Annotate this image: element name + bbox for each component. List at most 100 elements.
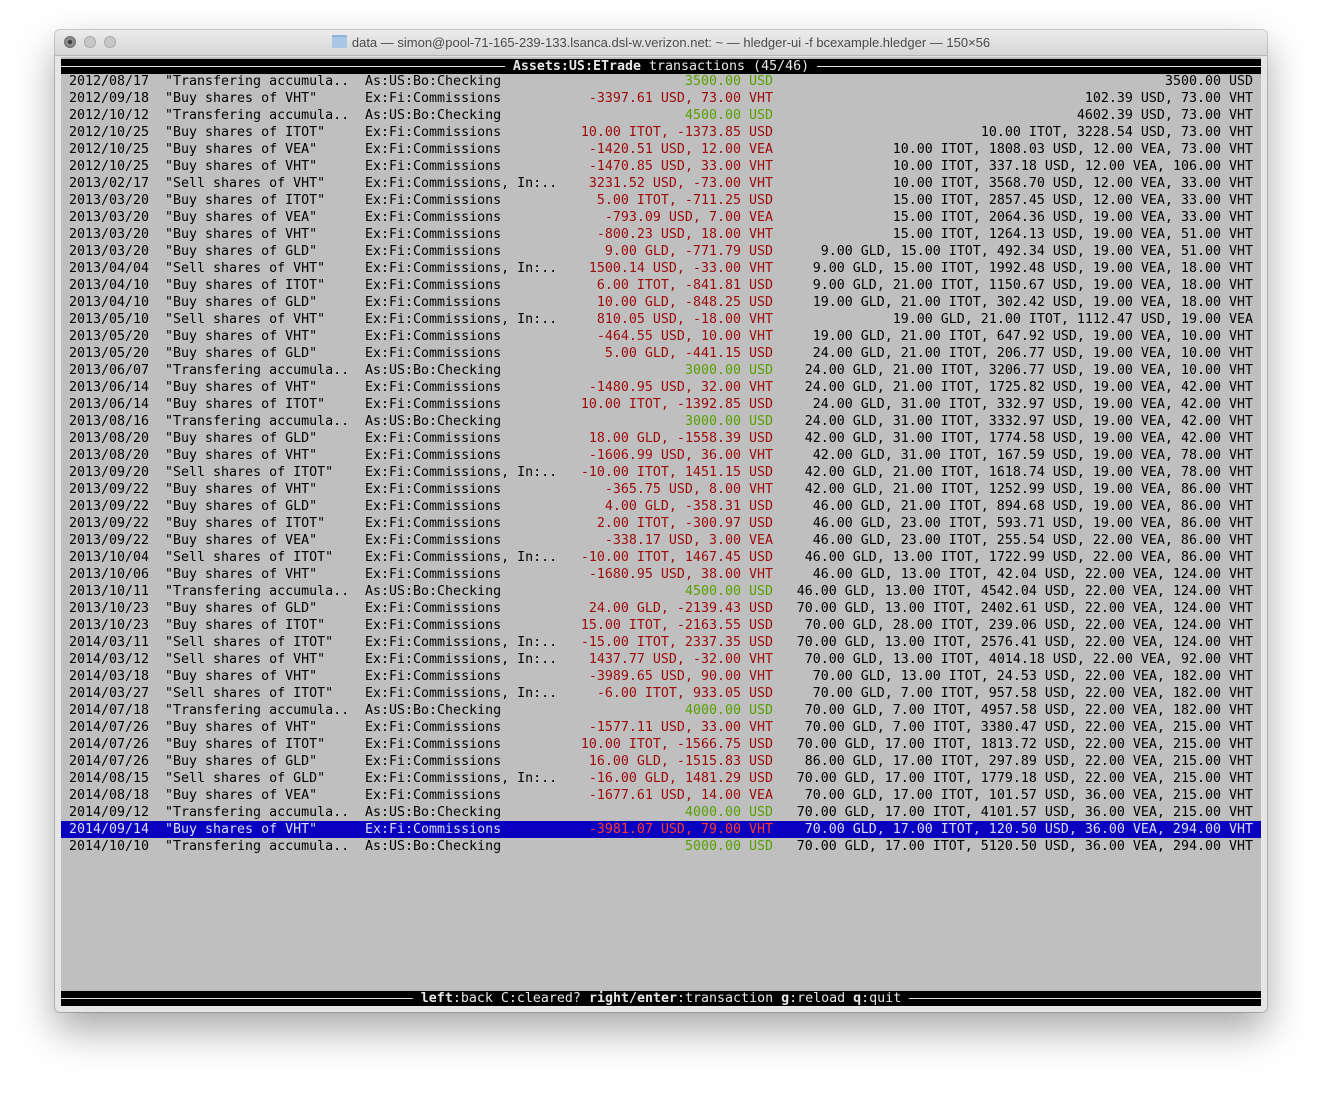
other-account: Ex:Fi:Commissions xyxy=(365,618,502,633)
transaction-row[interactable]: 2014/07/18 "Transfering accumula.. As:US:B… xyxy=(61,702,1261,719)
transaction-row[interactable]: 2014/03/11 "Sell shares of ITOT" Ex:Fi:Com… xyxy=(61,634,1261,651)
transaction-description: "Buy shares of VHT" xyxy=(165,448,318,463)
transaction-row[interactable]: 2014/07/26 "Buy shares of GLD" Ex:Fi:Commi… xyxy=(61,753,1261,770)
transaction-row[interactable]: 2013/08/20 "Buy shares of VHT" Ex:Fi:Commi… xyxy=(61,447,1261,464)
close-button[interactable] xyxy=(64,36,76,48)
zoom-button[interactable] xyxy=(104,36,116,48)
shortcut-action: :back xyxy=(452,991,501,1006)
transaction-row[interactable]: 2013/04/10 "Buy shares of GLD" Ex:Fi:Commi… xyxy=(61,294,1261,311)
amount-change: -16.00 GLD, 1481.29 USD xyxy=(588,771,773,786)
transaction-row[interactable]: 2013/03/20 "Buy shares of VEA" Ex:Fi:Commi… xyxy=(61,209,1261,226)
running-balance: 42.00 GLD, 21.00 ITOT, 1618.74 USD, 19.0… xyxy=(804,465,1253,480)
transaction-row[interactable]: 2013/10/11 "Transfering accumula.. As:US:B… xyxy=(61,583,1261,600)
transaction-row[interactable]: 2014/09/12 "Transfering accumula.. As:US:B… xyxy=(61,804,1261,821)
transaction-row[interactable]: 2013/10/23 "Buy shares of ITOT" Ex:Fi:Comm… xyxy=(61,617,1261,634)
amount-change: 1437.77 USD, -32.00 VHT xyxy=(588,652,773,667)
other-account: Ex:Fi:Commissions xyxy=(365,448,502,463)
transaction-row[interactable]: 2013/03/20 "Buy shares of ITOT" Ex:Fi:Comm… xyxy=(61,192,1261,209)
amount-change: 15.00 ITOT, -2163.55 USD xyxy=(580,618,773,633)
terminal-screen[interactable]: Assets:US:ETrade transactions (45/46) 20… xyxy=(61,57,1261,1006)
transaction-row[interactable]: 2014/07/26 "Buy shares of VHT" Ex:Fi:Commi… xyxy=(61,719,1261,736)
transaction-row[interactable]: 2013/06/14 "Buy shares of ITOT" Ex:Fi:Comm… xyxy=(61,396,1261,413)
transaction-description: "Buy shares of ITOT" xyxy=(165,737,326,752)
transaction-row[interactable]: 2013/10/23 "Buy shares of GLD" Ex:Fi:Commi… xyxy=(61,600,1261,617)
other-account: Ex:Fi:Commissions xyxy=(365,159,502,174)
amount-change: 3500.00 USD xyxy=(684,74,773,89)
amount-change: 16.00 GLD, -1515.83 USD xyxy=(588,754,773,769)
amount-change: -1480.95 USD, 32.00 VHT xyxy=(588,380,773,395)
running-balance: 46.00 GLD, 13.00 ITOT, 4542.04 USD, 22.0… xyxy=(796,584,1253,599)
transaction-row[interactable]: 2013/10/06 "Buy shares of VHT" Ex:Fi:Commi… xyxy=(61,566,1261,583)
other-account: Ex:Fi:Commissions xyxy=(365,669,502,684)
window-title: data — simon@pool-71-165-239-133.lsanca.… xyxy=(351,35,991,50)
transaction-row[interactable]: 2012/10/25 "Buy shares of VHT" Ex:Fi:Commi… xyxy=(61,158,1261,175)
transaction-row[interactable]: 2013/05/10 "Sell shares of VHT" Ex:Fi:Comm… xyxy=(61,311,1261,328)
other-account: Ex:Fi:Commissions xyxy=(365,516,502,531)
transaction-date: 2013/05/10 xyxy=(69,312,150,327)
transaction-row[interactable]: 2013/09/22 "Buy shares of ITOT" Ex:Fi:Comm… xyxy=(61,515,1261,532)
transaction-row[interactable]: 2014/08/18 "Buy shares of VEA" Ex:Fi:Commi… xyxy=(61,787,1261,804)
transaction-row[interactable]: 2013/04/04 "Sell shares of VHT" Ex:Fi:Comm… xyxy=(61,260,1261,277)
transaction-row[interactable]: 2012/09/18 "Buy shares of VHT" Ex:Fi:Commi… xyxy=(61,90,1261,107)
transaction-row[interactable]: 2013/03/20 "Buy shares of GLD" Ex:Fi:Commi… xyxy=(61,243,1261,260)
transaction-row[interactable]: 2013/09/22 "Buy shares of VHT" Ex:Fi:Commi… xyxy=(61,481,1261,498)
transaction-row[interactable]: 2013/03/20 "Buy shares of VHT" Ex:Fi:Commi… xyxy=(61,226,1261,243)
transaction-row[interactable]: 2013/08/20 "Buy shares of GLD" Ex:Fi:Commi… xyxy=(61,430,1261,447)
transaction-date: 2013/10/04 xyxy=(69,550,150,565)
transaction-row[interactable]: 2014/03/18 "Buy shares of VHT" Ex:Fi:Commi… xyxy=(61,668,1261,685)
transaction-date: 2014/07/18 xyxy=(69,703,150,718)
running-balance: 19.00 GLD, 21.00 ITOT, 647.92 USD, 19.00… xyxy=(812,329,1253,344)
running-balance: 86.00 GLD, 17.00 ITOT, 297.89 USD, 22.00… xyxy=(804,754,1253,769)
transaction-description: "Sell shares of VHT" xyxy=(165,652,326,667)
transaction-row[interactable]: 2012/10/12 "Transfering accumula.. As:US:B… xyxy=(61,107,1261,124)
transaction-row[interactable]: 2013/06/07 "Transfering accumula.. As:US:B… xyxy=(61,362,1261,379)
amount-change: 18.00 GLD, -1558.39 USD xyxy=(588,431,773,446)
other-account: As:US:Bo:Checking xyxy=(365,805,502,820)
transaction-row[interactable]: 2014/03/12 "Sell shares of VHT" Ex:Fi:Comm… xyxy=(61,651,1261,668)
amount-change: -464.55 USD, 10.00 VHT xyxy=(596,329,773,344)
transaction-date: 2014/10/10 xyxy=(69,839,150,854)
transaction-list[interactable]: 2012/08/17 "Transfering accumula.. As:US:B… xyxy=(61,73,1261,855)
other-account: Ex:Fi:Commissions xyxy=(365,499,502,514)
transaction-row[interactable]: 2014/10/10 "Transfering accumula.. As:US:B… xyxy=(61,838,1261,855)
running-balance: 46.00 GLD, 13.00 ITOT, 1722.99 USD, 22.0… xyxy=(804,550,1253,565)
transaction-row[interactable]: 2014/08/15 "Sell shares of GLD" Ex:Fi:Comm… xyxy=(61,770,1261,787)
shortcut-action: :cleared? xyxy=(508,991,589,1006)
amount-change: -793.09 USD, 7.00 VEA xyxy=(604,210,773,225)
transaction-description: "Sell shares of GLD" xyxy=(165,771,326,786)
transaction-row[interactable]: 2012/10/25 "Buy shares of VEA" Ex:Fi:Commi… xyxy=(61,141,1261,158)
transaction-row[interactable]: 2013/04/10 "Buy shares of ITOT" Ex:Fi:Comm… xyxy=(61,277,1261,294)
transaction-description: "Buy shares of ITOT" xyxy=(165,516,326,531)
transaction-description: "Transfering accumula.. xyxy=(165,584,350,599)
transaction-description: "Sell shares of ITOT" xyxy=(165,635,334,650)
transaction-row[interactable]: 2013/09/20 "Sell shares of ITOT" Ex:Fi:Com… xyxy=(61,464,1261,481)
transaction-row[interactable]: 2013/06/14 "Buy shares of VHT" Ex:Fi:Commi… xyxy=(61,379,1261,396)
running-balance: 24.00 GLD, 31.00 ITOT, 3332.97 USD, 19.0… xyxy=(804,414,1253,429)
transaction-row[interactable]: 2013/05/20 "Buy shares of VHT" Ex:Fi:Commi… xyxy=(61,328,1261,345)
transaction-row[interactable]: 2014/07/26 "Buy shares of ITOT" Ex:Fi:Comm… xyxy=(61,736,1261,753)
minimize-button[interactable] xyxy=(84,36,96,48)
footer-bar: left:back C:cleared? right/enter:transac… xyxy=(61,991,1261,1006)
other-account: As:US:Bo:Checking xyxy=(365,363,502,378)
transaction-date: 2012/10/12 xyxy=(69,108,150,123)
transaction-row[interactable]: 2013/02/17 "Sell shares of VHT" Ex:Fi:Comm… xyxy=(61,175,1261,192)
other-account: As:US:Bo:Checking xyxy=(365,703,502,718)
transaction-row[interactable]: 2013/10/04 "Sell shares of ITOT" Ex:Fi:Com… xyxy=(61,549,1261,566)
other-account: Ex:Fi:Commissions, In:.. xyxy=(365,550,558,565)
transaction-date: 2013/06/14 xyxy=(69,380,150,395)
transaction-row[interactable]: 2014/03/27 "Sell shares of ITOT" Ex:Fi:Com… xyxy=(61,685,1261,702)
transaction-description: "Sell shares of VHT" xyxy=(165,312,326,327)
other-account: Ex:Fi:Commissions xyxy=(365,227,502,242)
amount-change: -6.00 ITOT, 933.05 USD xyxy=(596,686,773,701)
transaction-row-selected[interactable]: 2014/09/14 "Buy shares of VHT" Ex:Fi:Commi… xyxy=(61,821,1261,838)
transaction-row[interactable]: 2012/08/17 "Transfering accumula.. As:US:B… xyxy=(61,73,1261,90)
transaction-description: "Buy shares of VHT" xyxy=(165,159,318,174)
transaction-row[interactable]: 2013/08/16 "Transfering accumula.. As:US:B… xyxy=(61,413,1261,430)
other-account: Ex:Fi:Commissions xyxy=(365,346,502,361)
transaction-row[interactable]: 2013/09/22 "Buy shares of VEA" Ex:Fi:Commi… xyxy=(61,532,1261,549)
shortcut-key: q xyxy=(853,991,862,1006)
transaction-row[interactable]: 2013/09/22 "Buy shares of GLD" Ex:Fi:Commi… xyxy=(61,498,1261,515)
amount-change: -1470.85 USD, 33.00 VHT xyxy=(588,159,773,174)
transaction-row[interactable]: 2013/05/20 "Buy shares of GLD" Ex:Fi:Commi… xyxy=(61,345,1261,362)
transaction-row[interactable]: 2012/10/25 "Buy shares of ITOT" Ex:Fi:Comm… xyxy=(61,124,1261,141)
